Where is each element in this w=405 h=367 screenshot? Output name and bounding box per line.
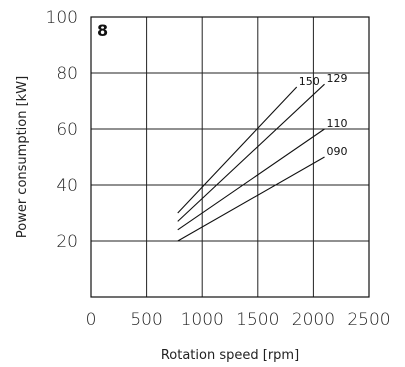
series-label-110: 110 — [327, 117, 348, 130]
series-line-129 — [177, 83, 325, 222]
x-tick-label: 2500 — [347, 310, 390, 330]
y-tick-label: 80 — [56, 64, 78, 84]
grid — [91, 17, 369, 297]
x-axis-title: Rotation speed [rpm] — [161, 348, 299, 363]
panel-number: 8 — [97, 21, 108, 40]
x-tick-label: 1500 — [236, 310, 279, 330]
y-tick-label: 60 — [56, 120, 78, 140]
series-line-090 — [177, 156, 325, 242]
y-axis-title: Power consumption [kW] — [15, 76, 30, 238]
series-label-090: 090 — [327, 145, 348, 158]
tick-labels: 0 500 1000 1500 2000 2500 20 40 60 80 100 — [46, 8, 391, 330]
series-labels: 150 129 110 090 — [299, 72, 348, 158]
x-tick-label: 1000 — [181, 310, 224, 330]
x-tick-label: 0 — [86, 310, 97, 330]
y-tick-label: 40 — [56, 176, 78, 196]
y-tick-label: 20 — [56, 232, 78, 252]
y-tick-label: 100 — [46, 8, 78, 28]
x-tick-label: 500 — [130, 310, 162, 330]
series-lines — [177, 83, 325, 242]
series-line-110 — [177, 128, 325, 231]
series-label-150: 150 — [299, 75, 320, 88]
series-line-150 — [177, 86, 298, 214]
x-tick-label: 2000 — [292, 310, 335, 330]
plot-frame — [90, 16, 370, 298]
series-label-129: 129 — [327, 72, 348, 85]
